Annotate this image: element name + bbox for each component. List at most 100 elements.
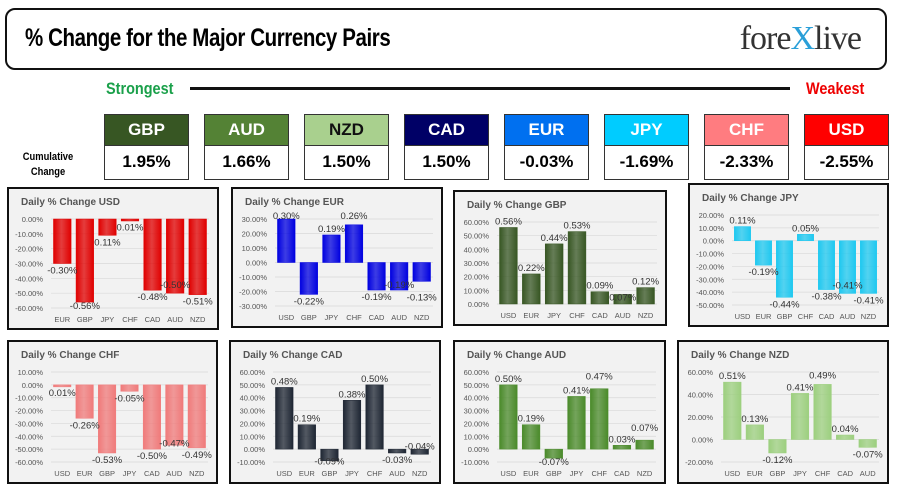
y-tick-label: -30.00% (15, 260, 43, 269)
cumulative-value: -1.69% (604, 146, 689, 180)
data-label: 0.11% (729, 216, 756, 227)
data-label: 0.13% (741, 414, 768, 425)
y-tick-label: 10.00% (699, 224, 725, 233)
x-tick-label: JPY (793, 469, 807, 478)
data-label: 0.41% (563, 385, 590, 396)
bar-aud (390, 262, 409, 291)
chart-title: Daily % Change CHF (21, 350, 119, 361)
data-label: -0.19% (362, 292, 393, 303)
data-label: 0.53% (564, 221, 591, 232)
currency-cell-chf: CHF -2.33% (704, 114, 789, 180)
x-tick-label: AUD (166, 469, 182, 478)
x-tick-label: NZD (861, 312, 877, 321)
data-label: -0.50% (160, 280, 191, 291)
currency-name: AUD (204, 114, 289, 146)
chart-gbp: Daily % Change GBP 60.00% 50.00% 40.00% 30.0… (453, 190, 667, 326)
bar-eur (297, 424, 316, 450)
bar-gbp (320, 448, 339, 461)
x-tick-label: USD (724, 469, 740, 478)
currency-name: CAD (404, 114, 489, 146)
x-tick-label: CAD (145, 315, 161, 324)
data-label: 0.11% (94, 237, 121, 248)
chart-title: Daily % Change CAD (243, 350, 342, 361)
x-tick-label: GBP (99, 469, 115, 478)
y-tick-label: -10.00% (15, 230, 43, 239)
data-label: -0.41% (853, 295, 884, 306)
y-tick-label: -40.00% (696, 288, 724, 297)
data-label: 0.07% (631, 423, 658, 434)
x-tick-label: JPY (123, 469, 137, 478)
bar-chf (813, 384, 832, 440)
y-tick-label: 0.00% (468, 445, 490, 454)
y-tick-label: 60.00% (464, 368, 490, 377)
y-tick-label: -60.00% (15, 458, 43, 467)
x-tick-label: CAD (592, 311, 608, 320)
title-banner: % Change for the Major Currency Pairs fo… (5, 8, 887, 70)
y-tick-label: -50.00% (696, 301, 724, 310)
data-label: -0.49% (182, 450, 213, 461)
bar-jpy (342, 400, 362, 450)
data-label: 0.19% (318, 224, 345, 235)
bar-cad (612, 445, 632, 450)
x-tick-label: JPY (101, 315, 115, 324)
bar-chf (365, 384, 384, 450)
cumulative-value: 1.50% (304, 146, 389, 180)
y-tick-label: 20.00% (242, 230, 268, 239)
x-tick-label: JPY (570, 469, 584, 478)
x-tick-label: NZD (637, 469, 653, 478)
x-tick-label: CHF (815, 469, 831, 478)
bar-cad (836, 434, 855, 440)
x-tick-label: USD (54, 469, 70, 478)
x-tick-label: AUD (840, 312, 856, 321)
cumulative-change-label: Cumulative Change (22, 151, 74, 178)
data-label: 0.41% (787, 382, 814, 393)
bar-jpy (790, 393, 810, 440)
chart-eur: Daily % Change EUR 30.00% 20.00% 10.00% 0.00… (231, 187, 443, 328)
y-tick-label: 0.00% (244, 445, 266, 454)
y-tick-label: 20.00% (464, 273, 490, 282)
strength-scale-line (190, 87, 790, 90)
y-tick-label: 0.00% (468, 300, 490, 309)
currency-cell-aud: AUD 1.66% (204, 114, 289, 180)
y-tick-label: 60.00% (688, 368, 714, 377)
bar-chf (797, 234, 814, 241)
bar-aud (858, 439, 877, 448)
bar-cad (818, 240, 835, 290)
x-tick-label: NZD (414, 313, 430, 322)
bar-gbp (98, 384, 117, 454)
x-tick-label: USD (735, 312, 751, 321)
x-tick-label: EUR (54, 315, 70, 324)
data-label: -0.22% (294, 296, 325, 307)
y-tick-label: -20.00% (239, 288, 267, 297)
bar-cad (590, 291, 610, 305)
data-label: -0.07% (853, 449, 884, 460)
data-label: -0.13% (407, 292, 438, 303)
currency-cell-cad: CAD 1.50% (404, 114, 489, 180)
chart-chf: Daily % Change CHF 10.00% 0.00% -10.00% -20.… (7, 340, 218, 484)
bar-jpy (567, 396, 586, 450)
y-tick-label: 20.00% (240, 419, 266, 428)
chart-title: Daily % Change NZD (691, 350, 789, 361)
x-tick-label: CAD (614, 469, 630, 478)
x-tick-label: GBP (546, 469, 562, 478)
weakest-label: Weakest (806, 79, 865, 98)
y-tick-label: -40.00% (15, 432, 43, 441)
x-tick-label: CAD (144, 469, 160, 478)
x-tick-label: CHF (798, 312, 814, 321)
data-label: -0.07% (539, 457, 570, 468)
bar-jpy (544, 243, 564, 305)
x-tick-label: CHF (367, 469, 383, 478)
bar-jpy (322, 234, 341, 263)
x-tick-label: CHF (122, 315, 138, 324)
bar-eur (75, 384, 94, 419)
cumulative-value: 1.66% (204, 146, 289, 180)
x-tick-label: USD (501, 311, 517, 320)
bar-aud (166, 218, 185, 294)
bar-nzd (187, 384, 206, 449)
data-label: 0.07% (609, 292, 636, 303)
data-label: 0.26% (341, 211, 368, 222)
data-label: -0.03% (382, 455, 413, 466)
y-tick-label: 20.00% (464, 419, 490, 428)
currency-cell-usd: USD -2.55% (804, 114, 889, 180)
x-tick-label: GBP (322, 469, 338, 478)
